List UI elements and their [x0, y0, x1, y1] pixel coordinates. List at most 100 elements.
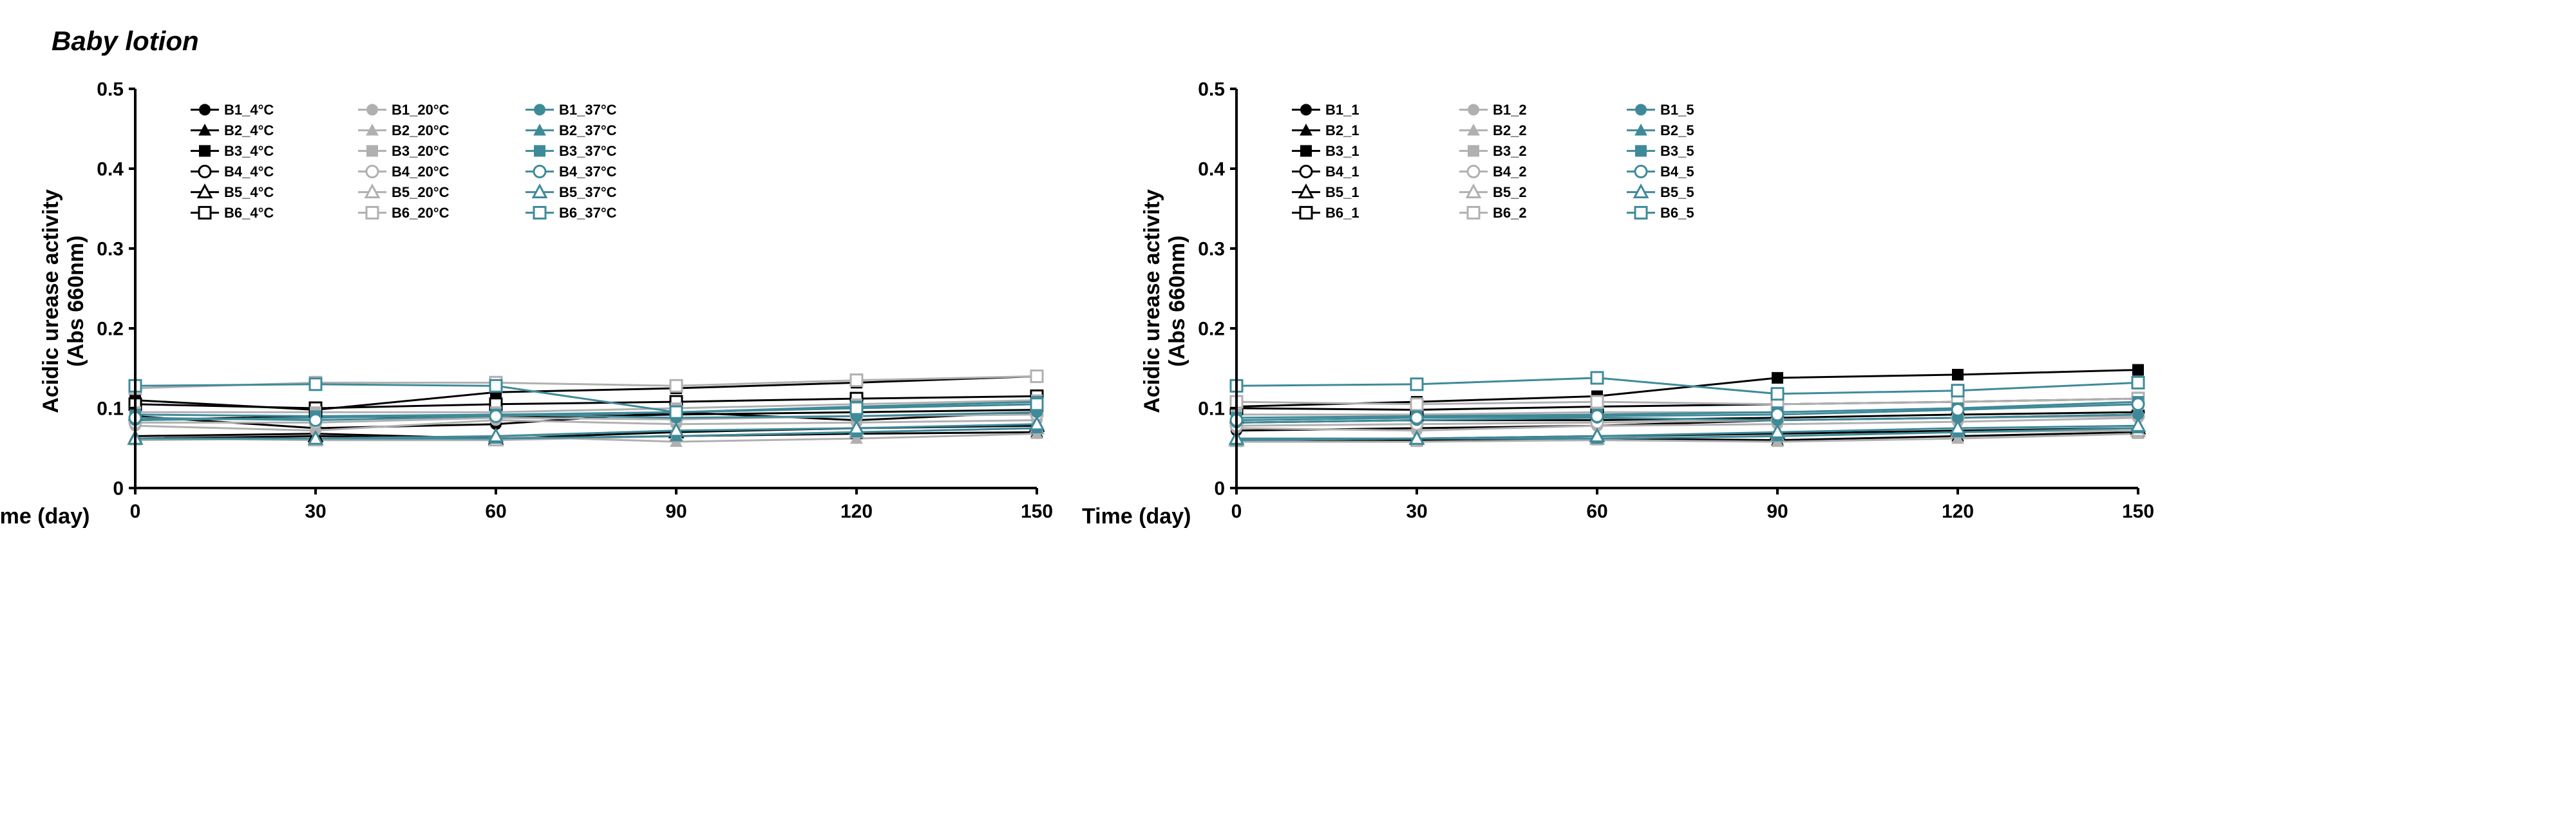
y-tick-label: 0.1 — [1198, 399, 1225, 420]
legend-marker-icon — [199, 145, 211, 156]
figure-title: Baby lotion — [52, 26, 2563, 57]
legend-label: B1_4°C — [224, 102, 274, 118]
legend-marker-icon — [366, 207, 378, 218]
legend-marker-icon — [1300, 145, 1312, 156]
series-line — [1236, 378, 2138, 394]
series-marker — [310, 415, 321, 426]
series-marker — [1411, 379, 1423, 390]
series-marker — [1411, 412, 1423, 424]
legend-label: B3_5 — [1660, 143, 1694, 159]
series-marker — [1952, 404, 1964, 415]
legend-label: B6_4°C — [224, 205, 274, 221]
legend-label: B1_1 — [1325, 102, 1359, 118]
legend-label: B2_5 — [1660, 122, 1694, 138]
x-tick-label: 60 — [1586, 501, 1607, 522]
y-axis-label-right: Acidic urease activity (Abs 660nm) — [1140, 189, 1190, 413]
panels-container: Acidic urease activity (Abs 660nm) 0 0.1 0… — [13, 76, 2563, 532]
series-marker — [490, 410, 502, 422]
legend-marker-icon — [199, 207, 211, 218]
legend-label: B5_37°C — [559, 184, 617, 200]
y-tick-label: 0.4 — [1198, 159, 1225, 180]
y-tick-label: 0.2 — [1198, 319, 1225, 340]
series-marker — [1591, 372, 1603, 384]
legend-label: B1_37°C — [559, 102, 617, 118]
y-tick-label: 0.3 — [1198, 239, 1225, 260]
legend-marker-icon — [1300, 207, 1312, 218]
legend-marker-icon — [534, 207, 545, 218]
series-marker — [1772, 388, 1783, 400]
legend-marker-icon — [1468, 165, 1479, 177]
legend-label: B1_20°C — [392, 102, 450, 118]
series-marker — [2132, 377, 2144, 388]
legend-marker-icon — [1300, 165, 1312, 177]
x-tick-label: 30 — [305, 501, 326, 522]
series-marker — [490, 380, 502, 391]
legend-marker-icon — [366, 165, 378, 177]
x-tick-label: 120 — [840, 501, 873, 522]
legend-marker-icon — [366, 145, 378, 156]
legend-marker-icon — [1468, 207, 1479, 218]
x-tick-label: 0 — [130, 501, 141, 522]
legend-marker-icon — [199, 165, 211, 177]
legend-label: B4_37°C — [559, 164, 617, 180]
legend-label: B6_2 — [1493, 205, 1527, 221]
series-marker — [1952, 369, 1964, 381]
legend-label: B3_37°C — [559, 143, 617, 159]
series-line — [135, 376, 1037, 388]
legend-marker-icon — [1300, 104, 1312, 115]
series-marker — [1591, 410, 1603, 422]
legend-label: B6_37°C — [559, 205, 617, 221]
legend-label: B2_2 — [1493, 122, 1527, 138]
legend-marker-icon — [1635, 145, 1647, 156]
x-axis-label-left: Time (day) — [0, 504, 90, 529]
legend-marker-icon — [1468, 145, 1479, 156]
legend-label: B1_5 — [1660, 102, 1694, 118]
legend-label: B4_4°C — [224, 164, 274, 180]
chart-left: 00.10.20.30.40.50306090120150B1_4°CB1_20… — [97, 76, 1063, 527]
series-marker — [1952, 385, 1964, 397]
y-tick-label: 0 — [1214, 478, 1225, 500]
legend-marker-icon — [1468, 104, 1479, 115]
x-tick-label: 30 — [1406, 501, 1427, 522]
series-marker — [1591, 396, 1603, 408]
legend-marker-icon — [1635, 104, 1647, 115]
x-tick-label: 150 — [2122, 501, 2154, 522]
series-marker — [670, 406, 682, 418]
chart-right: 00.10.20.30.40.50306090120150B1_1B1_2B1_… — [1198, 76, 2164, 527]
series-marker — [2132, 364, 2144, 375]
series-marker — [670, 380, 682, 391]
legend-label: B1_2 — [1493, 102, 1527, 118]
legend-label: B4_2 — [1493, 164, 1527, 180]
panel-left: Acidic urease activity (Abs 660nm) 00.10… — [39, 76, 1063, 532]
series-marker — [851, 402, 862, 414]
legend-marker-icon — [534, 145, 545, 156]
legend-label: B3_2 — [1493, 143, 1527, 159]
legend-label: B3_4°C — [224, 143, 274, 159]
legend-label: B5_2 — [1493, 184, 1527, 200]
legend-label: B4_1 — [1325, 164, 1359, 180]
legend-marker-icon — [366, 104, 378, 115]
legend-marker-icon — [1635, 165, 1647, 177]
legend-label: B2_4°C — [224, 122, 274, 138]
legend-label: B6_1 — [1325, 205, 1359, 221]
panel-right: Acidic urease activity (Abs 660nm) 0 0.1 0… — [1140, 76, 2164, 532]
legend-marker-icon — [199, 104, 211, 115]
legend-label: B3_20°C — [392, 143, 450, 159]
series-marker — [1031, 399, 1043, 410]
legend-label: B4_5 — [1660, 164, 1694, 180]
x-tick-label: 0 — [1231, 501, 1242, 522]
legend-label: B5_5 — [1660, 184, 1694, 200]
series-marker — [1411, 399, 1423, 410]
y-tick-label: 0.4 — [97, 159, 124, 180]
x-tick-label: 90 — [1766, 501, 1788, 522]
x-tick-label: 150 — [1021, 501, 1053, 522]
series-marker — [1772, 409, 1783, 420]
y-tick-label: 0.2 — [97, 319, 124, 340]
legend-marker-icon — [1635, 207, 1647, 218]
series-marker — [1031, 370, 1043, 382]
y-tick-label: 0.5 — [97, 79, 124, 100]
legend-label: B6_5 — [1660, 205, 1694, 221]
legend-label: B2_1 — [1325, 122, 1359, 138]
series-marker — [1772, 372, 1783, 384]
y-tick-label: 0.5 — [1198, 79, 1225, 100]
